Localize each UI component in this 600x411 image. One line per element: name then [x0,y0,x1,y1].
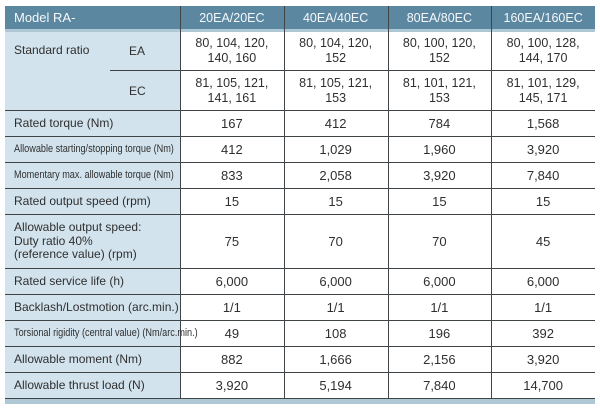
data-cell: 80, 104, 120, 152 [299,36,373,65]
data-cell: 1/1 [534,300,553,315]
table-row-allowable-moment: Allowable moment (Nm) 882 1,666 2,156 3,… [5,347,595,373]
data-cell: 196 [428,326,451,341]
data-cell: 3,920 [423,168,456,183]
data-cell: 80, 104, 120, 140, 160 [195,36,269,65]
data-cell: 7,840 [423,378,456,393]
data-cell: 167 [221,116,243,131]
data-cell: 392 [532,326,554,341]
standard-ratio-row-ec: EC 81, 105, 121, 141, 161 81, 105, 121, … [110,71,595,110]
data-cell: 1/1 [326,300,345,315]
header-separator-band [5,29,595,32]
data-cell: 80, 100, 128, 144, 170 [506,36,580,65]
data-cell: 80, 100, 120, 152 [402,36,476,65]
standard-ratio-row-ea: EA 80, 104, 120, 140, 160 80, 104, 120, … [110,32,595,71]
data-cell: 14,700 [523,378,563,393]
data-cell: 1,029 [319,142,352,157]
data-cell: 45 [535,234,551,249]
bottom-band [5,399,595,404]
table-row-rated-service-life: Rated service life (h) 6,000 6,000 6,000… [5,269,595,295]
data-cell: 70 [432,234,447,249]
row-label: Momentary max. allowable torque (Nm) [5,163,180,188]
column-header-40: 40EA/40EC [302,10,369,25]
table-row-rated-torque: Rated torque (Nm) 167 412 784 1,568 [5,111,595,137]
standard-ratio-block: Standard ratio EA 80, 104, 120, 140, 160… [5,32,595,111]
table-row-momentary-max-torque: Momentary max. allowable torque (Nm) 833… [5,163,595,189]
data-cell: 1/1 [222,300,241,315]
spec-table: Model RA- 20EA/20EC 40EA/40EC 80EA/80EC … [5,6,595,404]
data-cell: 882 [221,352,243,367]
row-label: Torsional rigidity (central value) (Nm/a… [5,321,198,346]
data-cell: 2,156 [423,352,456,367]
column-header-80: 80EA/80EC [406,10,473,25]
row-label: Rated service life (h) [5,269,180,294]
data-cell: 412 [221,142,243,157]
table-title: Model RA- [14,10,76,25]
data-cell: 7,840 [526,168,560,183]
data-cell: 81, 105, 121, 141, 161 [195,75,269,105]
data-cell: 15 [328,194,343,209]
column-divider [491,6,493,399]
row-label: Allowable output speed: Duty ratio 40% (… [5,215,180,268]
row-label: Rated torque (Nm) [5,111,180,136]
data-cell: 6,000 [423,274,456,289]
row-label: Rated output speed (rpm) [5,189,180,214]
column-divider [387,6,389,399]
row-label: Allowable thrust load (N) [5,373,180,398]
data-cell: 1,960 [423,142,456,157]
table-row-allowable-thrust-load: Allowable thrust load (N) 3,920 5,194 7,… [5,373,595,399]
row-label: Backlash/Lostmotion (arc.min.) [5,295,180,320]
data-cell: 3,920 [526,142,560,157]
data-cell: 81, 101, 121, 153 [402,75,476,105]
standard-ratio-label: Standard ratio [5,32,110,110]
data-cell: 75 [224,234,240,249]
data-cell: 81, 101, 129, 145, 171 [506,75,580,105]
table-row-rated-output-speed: Rated output speed (rpm) 15 15 15 15 [5,189,595,215]
data-cell: 15 [224,194,240,209]
data-cell: 15 [535,194,551,209]
table-row-backlash-lostmotion: Backlash/Lostmotion (arc.min.) 1/1 1/1 1… [5,295,595,321]
data-cell: 6,000 [526,274,560,289]
table-row-allowable-output-speed: Allowable output speed: Duty ratio 40% (… [5,215,595,269]
data-cell: 1/1 [430,300,449,315]
data-cell: 81, 105, 121, 153 [299,75,373,105]
table-row-torsional-rigidity: Torsional rigidity (central value) (Nm/a… [5,321,595,347]
header-row: Model RA- 20EA/20EC 40EA/40EC 80EA/80EC … [5,6,595,29]
data-cell: 1,666 [319,352,352,367]
data-cell: 1,568 [526,116,560,131]
ratio-type-label: EC [110,71,180,110]
data-cell: 49 [224,326,240,341]
data-cell: 412 [324,116,347,131]
data-cell: 3,920 [526,352,560,367]
row-label: Allowable starting/stopping torque (Nm) [5,137,180,162]
table-row-starting-stopping-torque: Allowable starting/stopping torque (Nm) … [5,137,595,163]
data-cell: 6,000 [215,274,249,289]
data-cell: 784 [428,116,451,131]
data-cell: 15 [432,194,447,209]
data-cell: 833 [221,168,243,183]
data-cell: 6,000 [319,274,352,289]
row-label: Allowable moment (Nm) [5,347,180,372]
data-cell: 70 [328,234,343,249]
ratio-type-label: EA [110,32,180,70]
column-divider [180,6,181,399]
column-divider [283,6,285,399]
data-cell: 3,920 [215,378,249,393]
data-cell: 108 [324,326,347,341]
column-header-160: 160EA/160EC [503,10,583,25]
data-cell: 2,058 [319,168,352,183]
column-header-20: 20EA/20EC [199,10,265,25]
data-cell: 5,194 [319,378,352,393]
